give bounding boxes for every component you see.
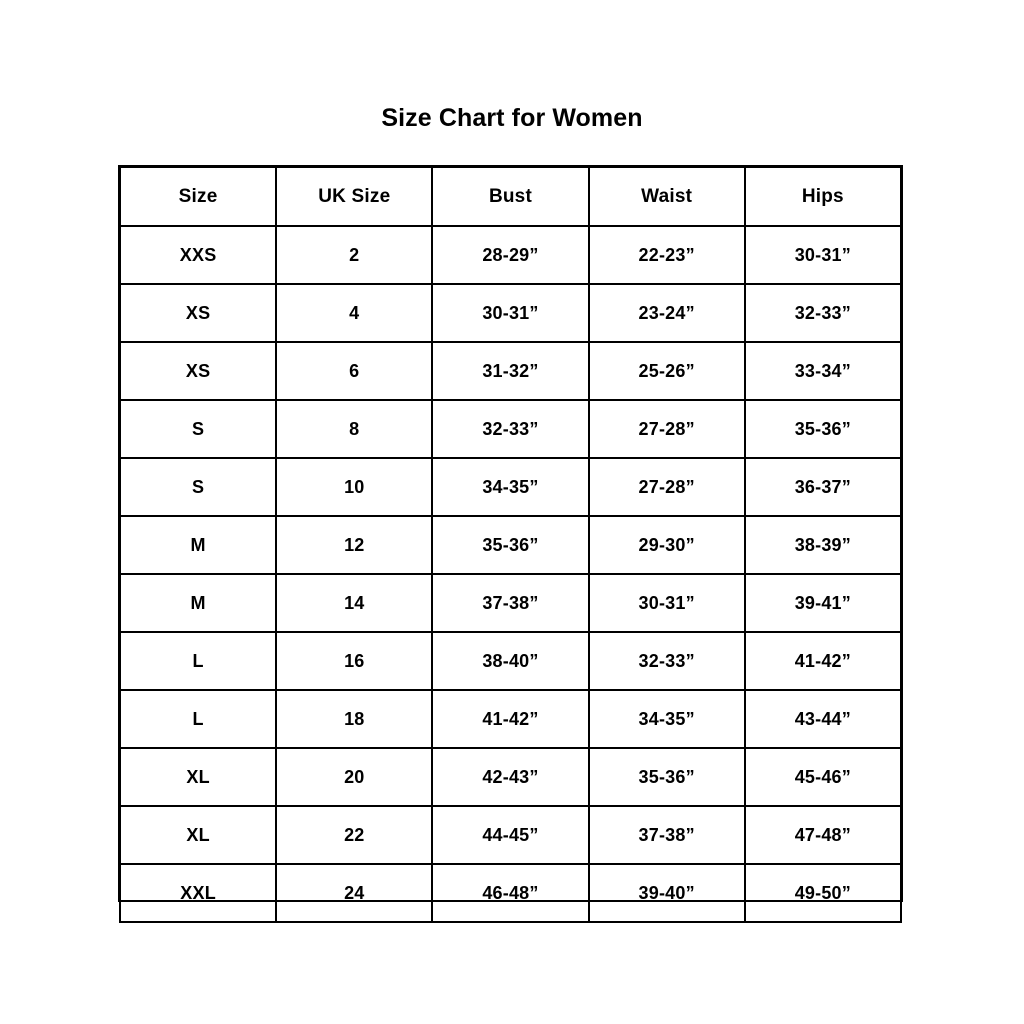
cell-bust: 46-48” xyxy=(431,863,590,923)
column-header-hips: Hips xyxy=(743,166,902,227)
cell-size: S xyxy=(118,399,278,459)
cell-uk-size: 10 xyxy=(275,457,434,517)
cell-uk-size: 24 xyxy=(275,863,434,923)
cell-waist: 34-35” xyxy=(587,689,746,749)
table-header: Size UK Size Bust Waist Hips xyxy=(118,166,902,227)
cell-uk-size: 20 xyxy=(275,747,434,807)
cell-uk-size: 12 xyxy=(275,515,434,575)
cell-hips: 47-48” xyxy=(743,805,902,865)
cell-size: L xyxy=(118,631,278,691)
cell-bust: 42-43” xyxy=(431,747,590,807)
table-row: XXL 24 46-48” 39-40” 49-50” xyxy=(118,863,902,923)
cell-bust: 37-38” xyxy=(431,573,590,633)
cell-waist: 27-28” xyxy=(587,399,746,459)
cell-waist: 27-28” xyxy=(587,457,746,517)
cell-waist: 39-40” xyxy=(587,863,746,923)
table-row: XS 6 31-32” 25-26” 33-34” xyxy=(118,341,902,401)
cell-hips: 38-39” xyxy=(743,515,902,575)
table-row: S 8 32-33” 27-28” 35-36” xyxy=(118,399,902,459)
cell-waist: 37-38” xyxy=(587,805,746,865)
cell-uk-size: 2 xyxy=(275,225,434,285)
cell-size: XL xyxy=(118,747,278,807)
table-row: M 14 37-38” 30-31” 39-41” xyxy=(118,573,902,633)
cell-size: S xyxy=(118,457,278,517)
cell-hips: 49-50” xyxy=(743,863,902,923)
cell-bust: 31-32” xyxy=(431,341,590,401)
column-header-bust: Bust xyxy=(431,166,590,227)
cell-uk-size: 16 xyxy=(275,631,434,691)
cell-uk-size: 6 xyxy=(275,341,434,401)
cell-bust: 38-40” xyxy=(431,631,590,691)
column-header-uk-size: UK Size xyxy=(275,166,434,227)
cell-waist: 29-30” xyxy=(587,515,746,575)
table-header-row: Size UK Size Bust Waist Hips xyxy=(118,166,902,227)
table-row: L 16 38-40” 32-33” 41-42” xyxy=(118,631,902,691)
table-row: M 12 35-36” 29-30” 38-39” xyxy=(118,515,902,575)
cell-waist: 22-23” xyxy=(587,225,746,285)
cell-waist: 25-26” xyxy=(587,341,746,401)
cell-size: XXL xyxy=(118,863,278,923)
page-title: Size Chart for Women xyxy=(381,104,643,132)
cell-waist: 30-31” xyxy=(587,573,746,633)
table-row: XL 22 44-45” 37-38” 47-48” xyxy=(118,805,902,865)
cell-size: M xyxy=(118,515,278,575)
cell-bust: 41-42” xyxy=(431,689,590,749)
column-header-size: Size xyxy=(118,166,278,227)
cell-hips: 32-33” xyxy=(743,283,902,343)
cell-uk-size: 4 xyxy=(275,283,434,343)
size-chart-table: Size UK Size Bust Waist Hips XXS 2 28-29… xyxy=(118,166,902,923)
cell-size: XS xyxy=(118,283,278,343)
cell-hips: 36-37” xyxy=(743,457,902,517)
table-row: XS 4 30-31” 23-24” 32-33” xyxy=(118,283,902,343)
cell-hips: 30-31” xyxy=(743,225,902,285)
cell-waist: 32-33” xyxy=(587,631,746,691)
cell-size: M xyxy=(118,573,278,633)
table-row: L 18 41-42” 34-35” 43-44” xyxy=(118,689,902,749)
cell-bust: 44-45” xyxy=(431,805,590,865)
cell-size: L xyxy=(118,689,278,749)
cell-bust: 34-35” xyxy=(431,457,590,517)
cell-bust: 30-31” xyxy=(431,283,590,343)
cell-bust: 35-36” xyxy=(431,515,590,575)
size-chart-table-container: Size UK Size Bust Waist Hips XXS 2 28-29… xyxy=(118,165,903,923)
column-header-waist: Waist xyxy=(587,166,746,227)
table-row: S 10 34-35” 27-28” 36-37” xyxy=(118,457,902,517)
cell-bust: 28-29” xyxy=(431,225,590,285)
cell-uk-size: 8 xyxy=(275,399,434,459)
cell-size: XXS xyxy=(118,225,278,285)
table-row: XXS 2 28-29” 22-23” 30-31” xyxy=(118,225,902,285)
table-row: XL 20 42-43” 35-36” 45-46” xyxy=(118,747,902,807)
cell-hips: 45-46” xyxy=(743,747,902,807)
cell-hips: 43-44” xyxy=(743,689,902,749)
cell-uk-size: 18 xyxy=(275,689,434,749)
cell-waist: 23-24” xyxy=(587,283,746,343)
cell-hips: 41-42” xyxy=(743,631,902,691)
cell-uk-size: 22 xyxy=(275,805,434,865)
cell-uk-size: 14 xyxy=(275,573,434,633)
cell-hips: 35-36” xyxy=(743,399,902,459)
cell-size: XS xyxy=(118,341,278,401)
table-body: XXS 2 28-29” 22-23” 30-31” XS 4 30-31” 2… xyxy=(118,225,902,923)
cell-hips: 39-41” xyxy=(743,573,902,633)
cell-size: XL xyxy=(118,805,278,865)
cell-waist: 35-36” xyxy=(587,747,746,807)
cell-bust: 32-33” xyxy=(431,399,590,459)
cell-hips: 33-34” xyxy=(743,341,902,401)
